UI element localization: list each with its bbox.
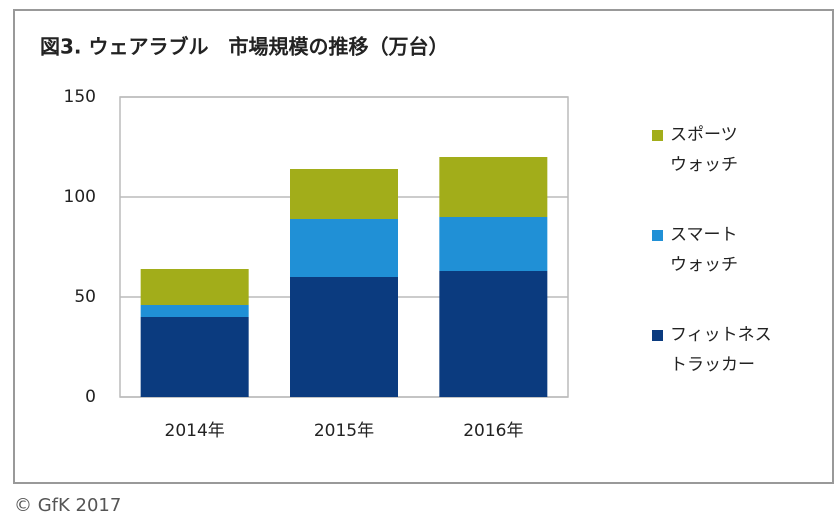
bar-segment	[439, 157, 548, 217]
legend-label: フィットネス トラッカー	[670, 325, 772, 375]
legend-label: スポーツ ウォッチ	[670, 125, 738, 175]
legend-swatch	[652, 330, 663, 341]
bar-segment	[140, 317, 249, 397]
y-tick-label: 0	[85, 387, 96, 407]
bar-segment	[140, 305, 249, 317]
y-tick-label: 100	[64, 187, 96, 207]
y-tick-label: 50	[74, 287, 96, 307]
bar-segment	[290, 219, 398, 277]
bar-segment	[290, 277, 398, 397]
y-tick-label: 150	[64, 87, 96, 107]
legend-label: スマート ウォッチ	[670, 225, 738, 275]
x-tick-label: 2015年	[314, 421, 374, 441]
bar-segment	[439, 217, 548, 271]
bar-segment	[140, 269, 249, 305]
bar-segment	[439, 271, 548, 397]
source: © GfK 2017	[14, 495, 121, 516]
x-tick-label: 2016年	[463, 421, 523, 441]
legend-swatch	[652, 230, 663, 241]
bar-segment	[290, 169, 398, 219]
chart-frame	[13, 9, 834, 484]
legend-swatch	[652, 130, 663, 141]
chart-title: 図3. ウェアラブル 市場規模の推移（万台）	[40, 35, 448, 59]
x-tick-label: 2014年	[165, 421, 225, 441]
